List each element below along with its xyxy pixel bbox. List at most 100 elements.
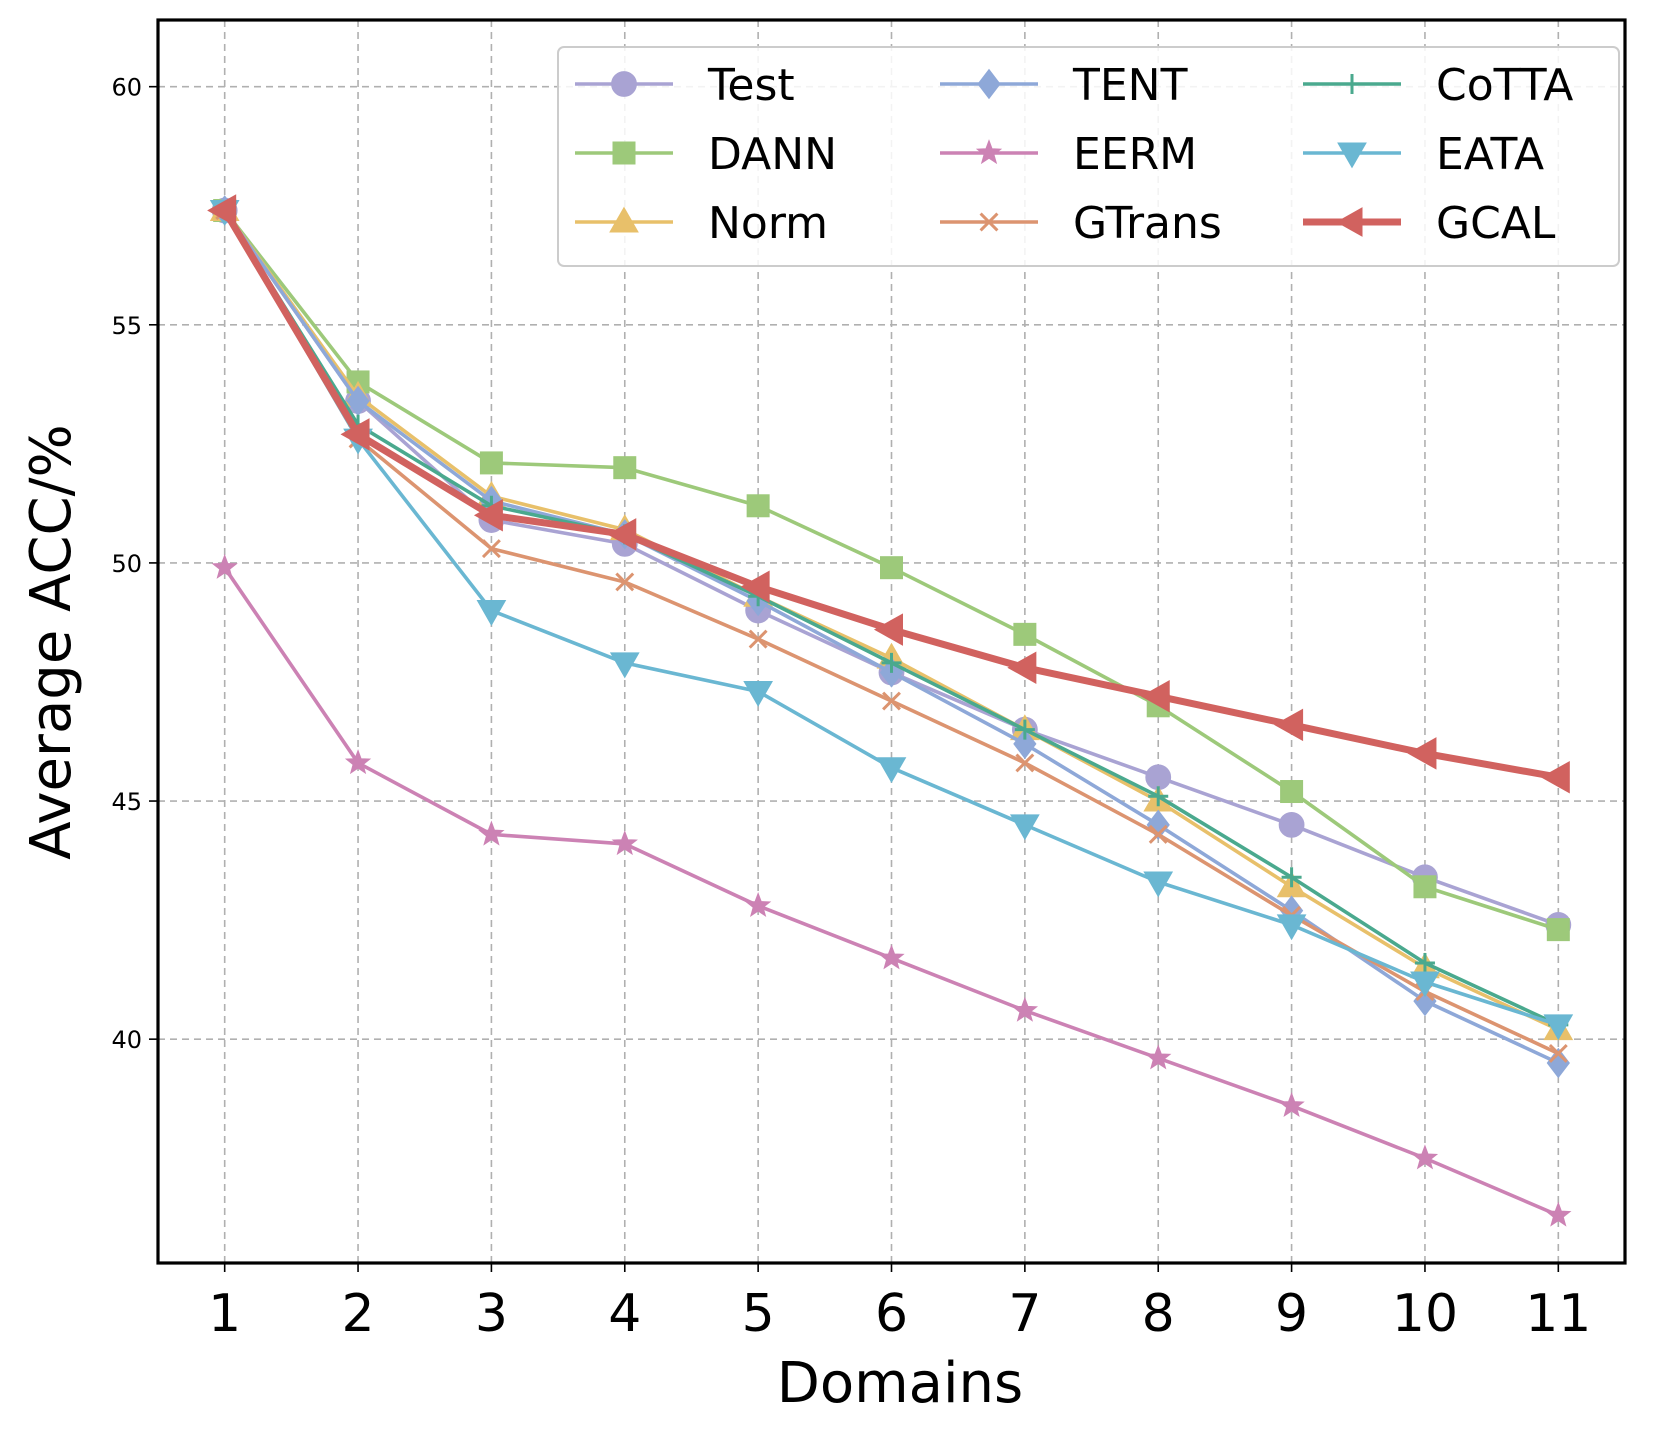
legend-item-eata: EATA — [1303, 129, 1544, 180]
legend-label-gtrans: GTrans — [1073, 198, 1222, 249]
x-tick-label: 1 — [208, 1284, 241, 1344]
data-point-gcal — [607, 518, 637, 551]
data-point-eata — [476, 600, 507, 626]
plot-frame — [156, 18, 1627, 1265]
legend-item-norm: Norm — [575, 198, 828, 249]
data-point-eerm — [211, 553, 238, 579]
data-point-gcal — [207, 194, 237, 227]
data-point-test — [1278, 811, 1305, 838]
x-tick-label: 11 — [1525, 1284, 1591, 1344]
x-tick-label: 5 — [742, 1284, 775, 1344]
legend-label-norm: Norm — [708, 198, 828, 249]
legend-item-dann: DANN — [575, 129, 837, 180]
legend-marker-norm — [609, 206, 639, 233]
y-axis-label: Average ACC/% — [19, 424, 84, 859]
data-point-eata — [1143, 871, 1174, 898]
legend-marker-gcal — [1335, 207, 1363, 237]
data-point-gcal — [1540, 760, 1570, 794]
data-point-eerm — [878, 944, 905, 970]
data-point-gcal — [1274, 708, 1304, 742]
data-point-dann — [613, 456, 637, 480]
data-point-cotta — [1281, 867, 1302, 888]
legend-marker-tent — [977, 68, 1001, 100]
data-point-tent — [1013, 728, 1037, 760]
data-point-eata — [609, 652, 640, 679]
data-point-cotta — [881, 652, 902, 673]
legend-marker-eata — [1337, 142, 1367, 169]
x-tick-label: 10 — [1392, 1284, 1458, 1344]
series-gcal — [207, 194, 1570, 794]
y-tick-label: 50 — [111, 550, 142, 578]
data-point-gcal — [740, 570, 770, 603]
data-point-eerm — [744, 891, 772, 918]
legend-item-test: Test — [575, 60, 795, 111]
data-point-dann — [1413, 875, 1437, 899]
data-point-gtrans — [615, 572, 635, 592]
data-point-eata — [1410, 971, 1440, 998]
data-point-eerm — [1545, 1201, 1572, 1227]
legend-item-cotta: CoTTA — [1303, 60, 1573, 111]
data-point-gcal — [473, 499, 503, 532]
x-tick-label: 9 — [1275, 1284, 1308, 1344]
data-point-eerm — [611, 830, 638, 856]
x-tick-label: 8 — [1142, 1284, 1175, 1344]
data-point-eata — [1276, 914, 1307, 941]
data-point-gcal — [1407, 737, 1437, 770]
legend-item-gtrans: GTrans — [940, 198, 1222, 249]
x-tick-label: 4 — [608, 1284, 641, 1344]
series-lines — [207, 194, 1574, 1227]
legend-marker-cotta — [1342, 74, 1362, 94]
data-point-gcal — [340, 418, 370, 451]
legend-item-eerm: EERM — [940, 129, 1197, 180]
data-point-eerm — [1145, 1044, 1172, 1070]
x-axis-label: Domains — [777, 1351, 1023, 1416]
data-point-dann — [746, 494, 770, 518]
x-tick-label: 6 — [875, 1284, 908, 1344]
data-point-eerm — [1278, 1092, 1305, 1118]
data-point-cotta — [1148, 786, 1169, 807]
legend-marker-eerm — [975, 139, 1003, 165]
x-tick-label: 2 — [341, 1284, 374, 1344]
data-point-gtrans — [481, 539, 501, 559]
data-point-eata — [1543, 1014, 1574, 1041]
legend-item-tent: TENT — [940, 60, 1188, 111]
data-point-eerm — [344, 749, 372, 775]
data-point-gtrans — [1548, 1043, 1568, 1063]
data-point-dann — [1013, 622, 1037, 646]
y-tick-label: 55 — [111, 312, 142, 340]
legend: Test DANN Norm TENT EERM GTrans CoTTA EATA GCAL — [557, 46, 1620, 267]
legend-label-eerm: EERM — [1073, 129, 1197, 180]
data-point-eata — [876, 757, 907, 784]
data-point-cotta — [1014, 719, 1035, 740]
data-point-cotta — [1414, 952, 1435, 973]
x-tick-label: 3 — [475, 1284, 508, 1344]
data-point-gcal — [1140, 680, 1170, 713]
series-eerm — [211, 553, 1572, 1227]
legend-marker-dann — [612, 141, 636, 165]
data-point-dann — [1546, 918, 1570, 942]
data-point-eata — [1010, 814, 1040, 841]
data-point-gcal — [1007, 651, 1037, 684]
legend-marker-gtrans — [979, 212, 999, 232]
legend-label-eata: EATA — [1436, 129, 1544, 180]
y-tick-label: 40 — [111, 1026, 142, 1054]
legend-label-tent: TENT — [1072, 60, 1188, 111]
data-point-gtrans — [1015, 753, 1035, 773]
legend-label-cotta: CoTTA — [1436, 60, 1573, 111]
legend-label-test: Test — [707, 60, 795, 111]
legend-marker-test — [611, 71, 637, 97]
legend-label-gcal: GCAL — [1436, 198, 1556, 249]
data-point-eerm — [1011, 996, 1039, 1022]
legend-box — [557, 46, 1620, 267]
data-point-eerm — [478, 820, 505, 846]
data-point-dann — [479, 451, 503, 475]
data-point-dann — [880, 556, 903, 580]
data-point-tent — [1546, 1047, 1570, 1079]
legend-label-dann: DANN — [708, 129, 837, 180]
data-point-gtrans — [748, 629, 768, 649]
y-tick-label: 60 — [111, 74, 142, 102]
data-point-dann — [1280, 780, 1304, 804]
x-tick-label: 7 — [1008, 1284, 1041, 1344]
